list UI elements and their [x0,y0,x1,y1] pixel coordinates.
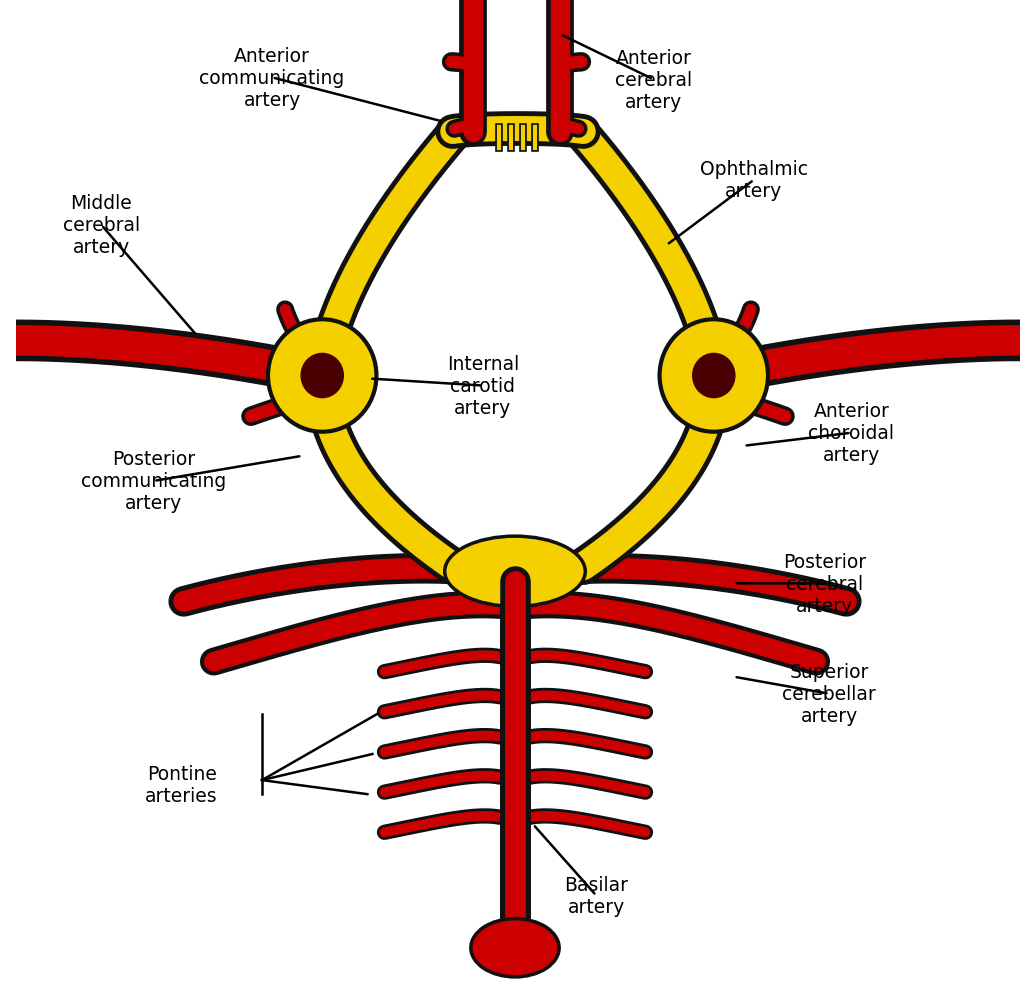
Ellipse shape [269,321,375,431]
Text: Internal
carotid
artery: Internal carotid artery [447,355,519,417]
Text: Basilar
artery: Basilar artery [565,876,628,916]
Ellipse shape [444,537,585,607]
Ellipse shape [694,355,733,397]
Ellipse shape [660,320,768,432]
Ellipse shape [448,539,583,604]
Ellipse shape [303,355,342,397]
Text: Ophthalmic
artery: Ophthalmic artery [700,160,808,201]
Text: Anterior
choroidal
artery: Anterior choroidal artery [808,402,894,464]
Text: Superior
cerebellar
artery: Superior cerebellar artery [782,663,876,725]
Text: Anterior
cerebral
artery: Anterior cerebral artery [615,49,692,111]
Ellipse shape [472,921,557,975]
Ellipse shape [470,919,559,977]
Ellipse shape [661,321,767,431]
Text: Anterior
communicating
artery: Anterior communicating artery [199,47,345,109]
Text: Pontine
arteries: Pontine arteries [145,764,218,804]
Text: Posterior
communicating
artery: Posterior communicating artery [81,450,226,513]
Text: Middle
cerebral
artery: Middle cerebral artery [63,195,140,257]
Ellipse shape [301,354,343,398]
Ellipse shape [268,320,376,432]
Text: Posterior
cerebral
artery: Posterior cerebral artery [782,553,866,615]
Ellipse shape [693,354,735,398]
